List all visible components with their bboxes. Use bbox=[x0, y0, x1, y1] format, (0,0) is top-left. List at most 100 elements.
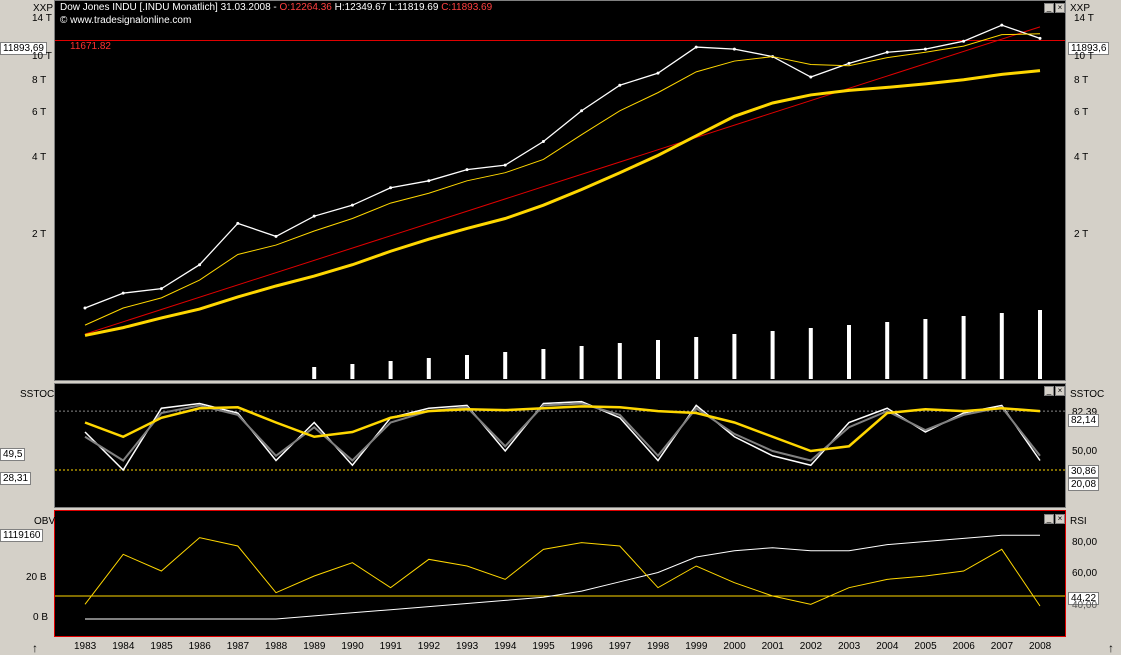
stoch-tick-r3: 50,00 bbox=[1072, 446, 1098, 457]
price-ytick-right: 14 T bbox=[1074, 13, 1094, 25]
x-tick-label: 1993 bbox=[456, 641, 479, 652]
x-tick-label: 1985 bbox=[150, 641, 173, 652]
volume-bar bbox=[312, 367, 317, 379]
volume-bar bbox=[923, 319, 928, 379]
price-point bbox=[694, 45, 698, 49]
x-tick-label: 1989 bbox=[303, 641, 326, 652]
price-point bbox=[732, 47, 736, 51]
volume-bar bbox=[503, 352, 508, 379]
obv-close-button[interactable]: × bbox=[1055, 514, 1065, 524]
stoch-value-1: 49,5 bbox=[0, 448, 26, 461]
price-pane[interactable] bbox=[54, 0, 1066, 381]
price-chart bbox=[55, 23, 1065, 379]
price-ytick-left: 10 T bbox=[32, 50, 52, 62]
obv-tick-1: 20 B bbox=[26, 572, 47, 583]
volume-bar bbox=[694, 337, 699, 379]
volume-bar bbox=[350, 364, 355, 379]
x-tick-label: 2003 bbox=[838, 641, 861, 652]
x-tick-label: 1988 bbox=[265, 641, 288, 652]
rsi-tick-4: 40,00 bbox=[1072, 600, 1098, 611]
volume-bar bbox=[1038, 310, 1042, 379]
volume-bar bbox=[847, 325, 851, 379]
x-tick-label: 2000 bbox=[723, 641, 746, 652]
price-ytick-right: 10 T bbox=[1074, 50, 1094, 62]
obv-rsi-pane[interactable] bbox=[54, 510, 1066, 637]
obv-tick-2: 0 B bbox=[33, 612, 49, 623]
volume-bar bbox=[656, 340, 660, 379]
volume-bar bbox=[999, 313, 1004, 379]
price-last-right: 11893,6 bbox=[1068, 42, 1110, 55]
header-high: H:12349.67 bbox=[334, 2, 387, 13]
stoch-tick-r2: 82,14 bbox=[1068, 414, 1100, 427]
header-open: O:12264.36 bbox=[279, 2, 332, 13]
obv-rsi-chart bbox=[55, 534, 1065, 620]
price-minimize-button[interactable]: _ bbox=[1044, 3, 1054, 13]
price-point bbox=[236, 221, 240, 225]
price-close-button[interactable]: × bbox=[1055, 3, 1065, 13]
x-tick-label: 2007 bbox=[990, 641, 1014, 652]
price-pane-name-left: XXP bbox=[33, 3, 54, 14]
volume-bar bbox=[579, 346, 584, 379]
trendline bbox=[84, 26, 1041, 335]
x-tick-label: 1999 bbox=[685, 641, 708, 652]
rsi-line bbox=[84, 537, 1041, 607]
price-point bbox=[618, 83, 622, 87]
price-point bbox=[885, 50, 889, 54]
x-tick-label: 2001 bbox=[761, 641, 784, 652]
obv-pane-name: OBV bbox=[34, 516, 56, 527]
stoch-pane-name-right: SSTOC bbox=[1070, 389, 1105, 400]
scroll-left-arrow[interactable]: ↑ bbox=[32, 641, 38, 655]
stoch-value-2: 28,31 bbox=[0, 472, 32, 485]
volume-bar bbox=[617, 343, 622, 379]
chart-header: Dow Jones INDU [.INDU Monatlich] 31.03.2… bbox=[60, 2, 492, 13]
price-ytick-left: 14 T bbox=[32, 13, 52, 25]
price-ytick-left: 8 T bbox=[32, 75, 47, 87]
volume-bar bbox=[961, 316, 966, 379]
price-point bbox=[465, 168, 469, 172]
stoch-slow-line bbox=[84, 402, 1041, 462]
header-close: C:11893.69 bbox=[441, 2, 493, 13]
price-ytick-right: 6 T bbox=[1074, 107, 1089, 119]
price-ytick-left: 2 T bbox=[32, 229, 47, 241]
website-label: © www.tradesignalonline.com bbox=[60, 15, 192, 26]
stoch-minimize-button[interactable]: _ bbox=[1044, 386, 1054, 396]
stoch-close-button[interactable]: × bbox=[1055, 386, 1065, 396]
price-point bbox=[1038, 36, 1042, 40]
price-point bbox=[1000, 23, 1004, 27]
rsi-tick-2: 60,00 bbox=[1072, 568, 1098, 579]
rsi-last-value: 44,22 bbox=[1068, 592, 1100, 605]
obv-line bbox=[85, 534, 1040, 620]
price-ytick-left: 4 T bbox=[32, 152, 47, 164]
stochastic-pane[interactable] bbox=[54, 383, 1066, 508]
volume-bar bbox=[885, 322, 890, 379]
obv-minimize-button[interactable]: _ bbox=[1044, 514, 1054, 524]
price-ytick-right: 2 T bbox=[1074, 229, 1089, 241]
stoch-tick-r4: 30,86 bbox=[1068, 465, 1100, 478]
price-point bbox=[274, 234, 278, 238]
stoch-tick-r5: 20,08 bbox=[1068, 478, 1100, 491]
x-tick-label: 1997 bbox=[608, 641, 632, 652]
ma-slow-series-line bbox=[84, 69, 1041, 337]
price-pane-name-right: XXP bbox=[1070, 3, 1091, 14]
stoch-ma-line bbox=[84, 405, 1041, 453]
x-tick-label: 2008 bbox=[1029, 641, 1052, 652]
price-point bbox=[198, 263, 202, 267]
volume-bar bbox=[388, 361, 393, 379]
header-instrument: Dow Jones INDU [.INDU Monatlich] 31.03.2… bbox=[60, 2, 277, 13]
price-last-left: 11893,69 bbox=[0, 42, 47, 55]
hline-label: 11671.82 bbox=[70, 41, 111, 52]
x-tick-label: 1996 bbox=[570, 641, 593, 652]
rsi-pane-name: RSI bbox=[1070, 516, 1087, 527]
x-tick-label: 1995 bbox=[532, 641, 555, 652]
price-point bbox=[656, 71, 660, 75]
price-ytick-left: 6 T bbox=[32, 107, 47, 119]
scroll-right-arrow[interactable]: ↑ bbox=[1108, 641, 1114, 655]
stoch-tick-r1: 82,39 bbox=[1072, 407, 1098, 418]
price-point bbox=[83, 306, 87, 310]
x-tick-label: 1983 bbox=[74, 641, 97, 652]
price-point bbox=[962, 39, 966, 43]
x-tick-label: 1987 bbox=[226, 641, 250, 652]
stochastic-chart bbox=[55, 400, 1065, 472]
price-ytick-right: 8 T bbox=[1074, 75, 1089, 87]
header-low: L:11819.69 bbox=[389, 2, 439, 13]
